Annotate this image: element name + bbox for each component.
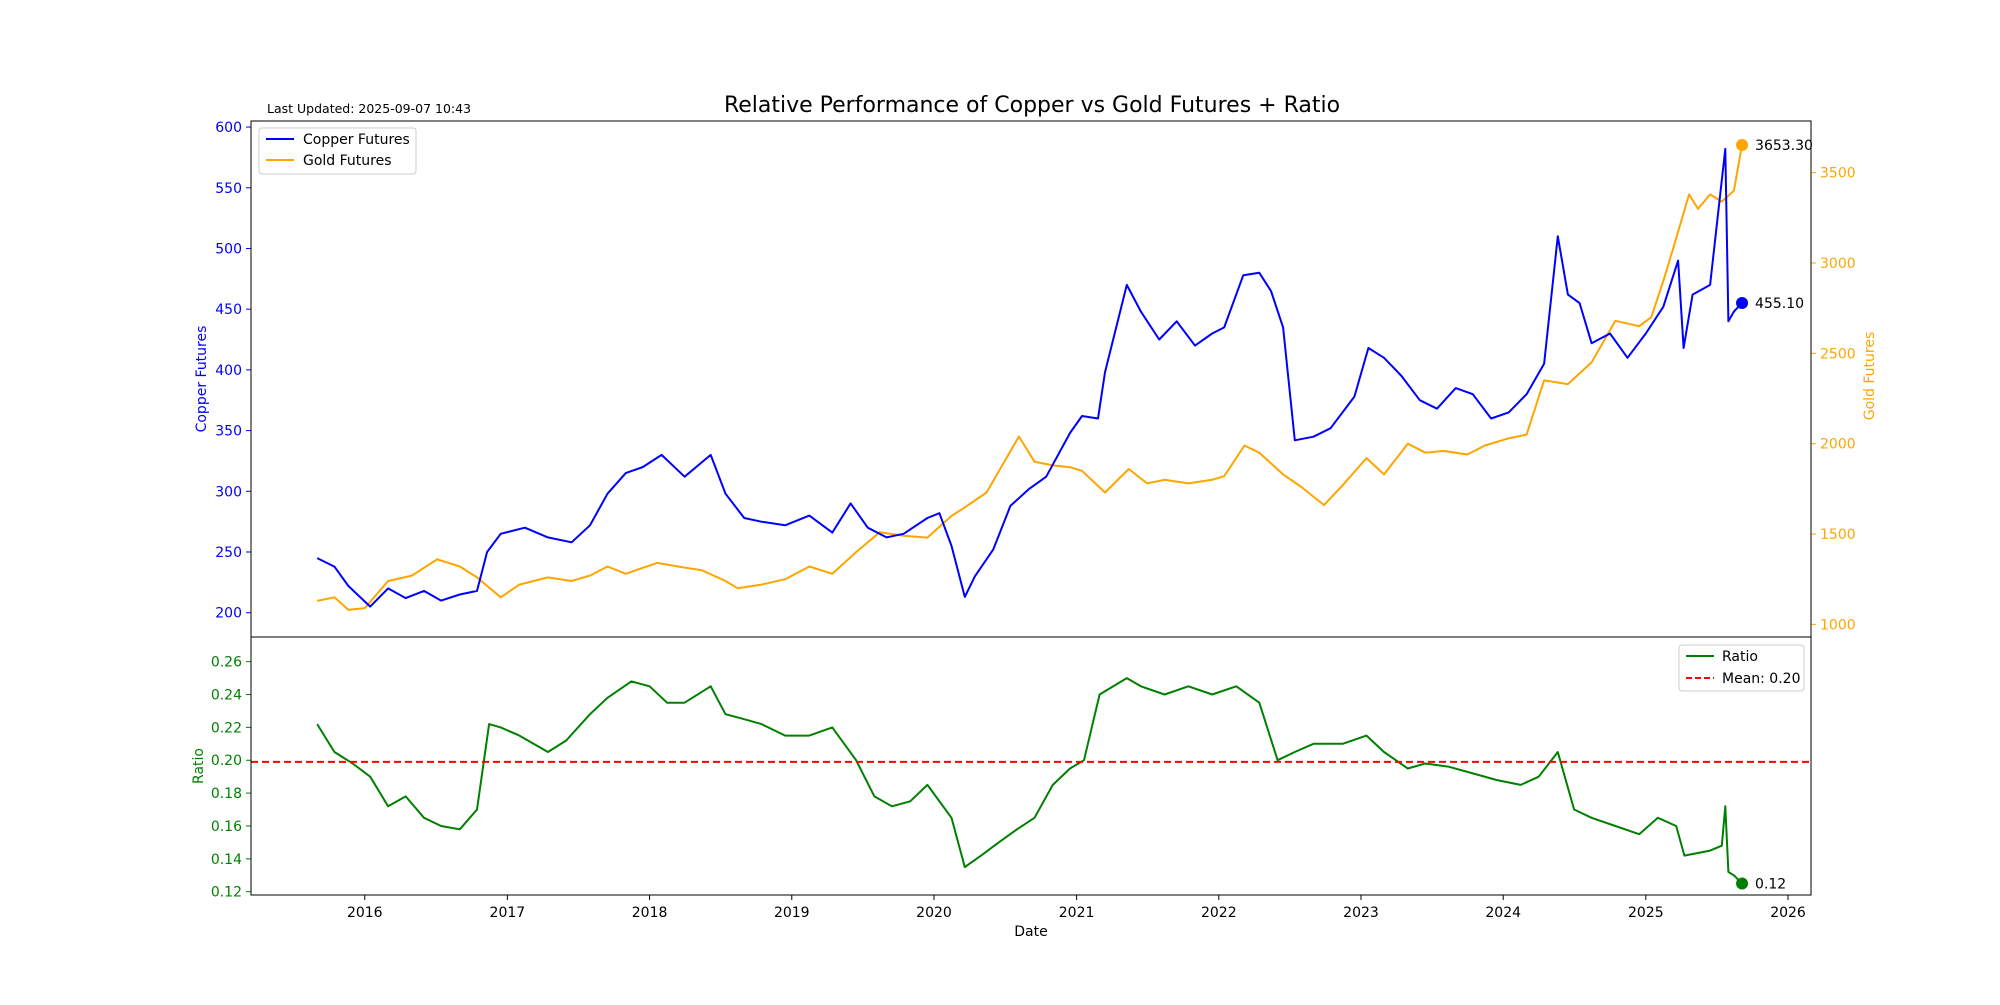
gold-last-point [1736, 138, 1749, 151]
copper-axis-tick-label: 600 [215, 120, 242, 136]
gold-axis-tick-label: 2500 [1820, 346, 1856, 362]
ratio-line [316, 677, 1743, 885]
ratio-axis-label: Ratio [191, 748, 207, 784]
ratio-axis-tick-label: 0.14 [211, 852, 242, 868]
ratio-axis-tick-label: 0.26 [211, 655, 242, 671]
copper-axis-label: Copper Futures [194, 326, 210, 433]
date-axis-tick-label: 2018 [632, 905, 668, 921]
copper-axis-tick-label: 250 [215, 545, 242, 561]
legend-mean-label: Mean: 0.20 [1722, 671, 1800, 687]
date-axis-tick-label: 2019 [774, 905, 810, 921]
gold-axis-tick-label: 3500 [1820, 166, 1856, 182]
gold-last-value-label: 3653.30 [1755, 138, 1813, 154]
bottom-axes-frame [250, 636, 1812, 896]
copper-axis-tick-label: 500 [215, 241, 242, 257]
copper-axis-tick-label: 450 [215, 302, 242, 318]
ratio-axis-tick-label: 0.16 [211, 819, 242, 835]
date-axis-tick-label: 2016 [347, 905, 383, 921]
top-legend: Copper Futures Gold Futures [258, 127, 417, 175]
ratio-last-value-label: 0.12 [1755, 876, 1786, 892]
date-axis-tick-label: 2024 [1485, 905, 1521, 921]
bottom-legend: Ratio Mean: 0.20 [1678, 644, 1805, 692]
copper-last-value-label: 455.10 [1755, 296, 1804, 312]
date-axis-tick-label: 2021 [1059, 905, 1095, 921]
axes-frame [250, 120, 1812, 896]
gold-axis-label: Gold Futures [1862, 332, 1878, 421]
copper-axis-tick-label: 550 [215, 181, 242, 197]
copper-axis-tick-label: 350 [215, 424, 242, 440]
top-legend-box [258, 127, 417, 175]
last-updated-label: Last Updated: 2025-09-07 10:43 [267, 101, 471, 116]
top-panel: 3653.30 455.10 200 250 300 350 400 450 500 550 600… [194, 120, 1878, 633]
gold-axis-tick-label: 3000 [1820, 256, 1856, 272]
copper-last-point [1736, 296, 1749, 309]
ratio-axis-tick-label: 0.20 [211, 753, 242, 769]
bottom-panel: 0.12 0.12 0.14 0.16 0.18 0.20 0.22 0.24 0.26 2016… [191, 644, 1811, 940]
date-axis-tick-label: 2017 [490, 905, 526, 921]
gold-axis-tick-label: 1000 [1820, 617, 1856, 633]
gold-futures-line [316, 144, 1743, 611]
chart-title: Relative Performance of Copper vs Gold F… [724, 93, 1340, 118]
copper-futures-line [316, 147, 1743, 608]
copper-axis-tick-label: 300 [215, 484, 242, 500]
copper-axis-tick-label: 200 [215, 606, 242, 622]
copper-axis-tick-label: 400 [215, 363, 242, 379]
ratio-axis-tick-label: 0.24 [211, 688, 242, 704]
ratio-axis-tick-label: 0.12 [211, 885, 242, 901]
date-axis-tick-label: 2023 [1343, 905, 1379, 921]
ratio-axis-tick-label: 0.22 [211, 720, 242, 736]
ratio-last-point [1736, 877, 1749, 890]
legend-ratio-label: Ratio [1722, 649, 1758, 665]
date-axis-tick-label: 2026 [1770, 905, 1806, 921]
date-axis-tick-label: 2025 [1628, 905, 1664, 921]
legend-copper-label: Copper Futures [303, 132, 410, 148]
date-axis-label: Date [1014, 924, 1047, 940]
date-axis-tick-label: 2020 [916, 905, 952, 921]
date-axis-tick-label: 2022 [1201, 905, 1237, 921]
legend-gold-label: Gold Futures [303, 153, 392, 169]
gold-axis-tick-label: 1500 [1820, 527, 1856, 543]
gold-axis-tick-label: 2000 [1820, 437, 1856, 453]
ratio-axis-tick-label: 0.18 [211, 786, 242, 802]
